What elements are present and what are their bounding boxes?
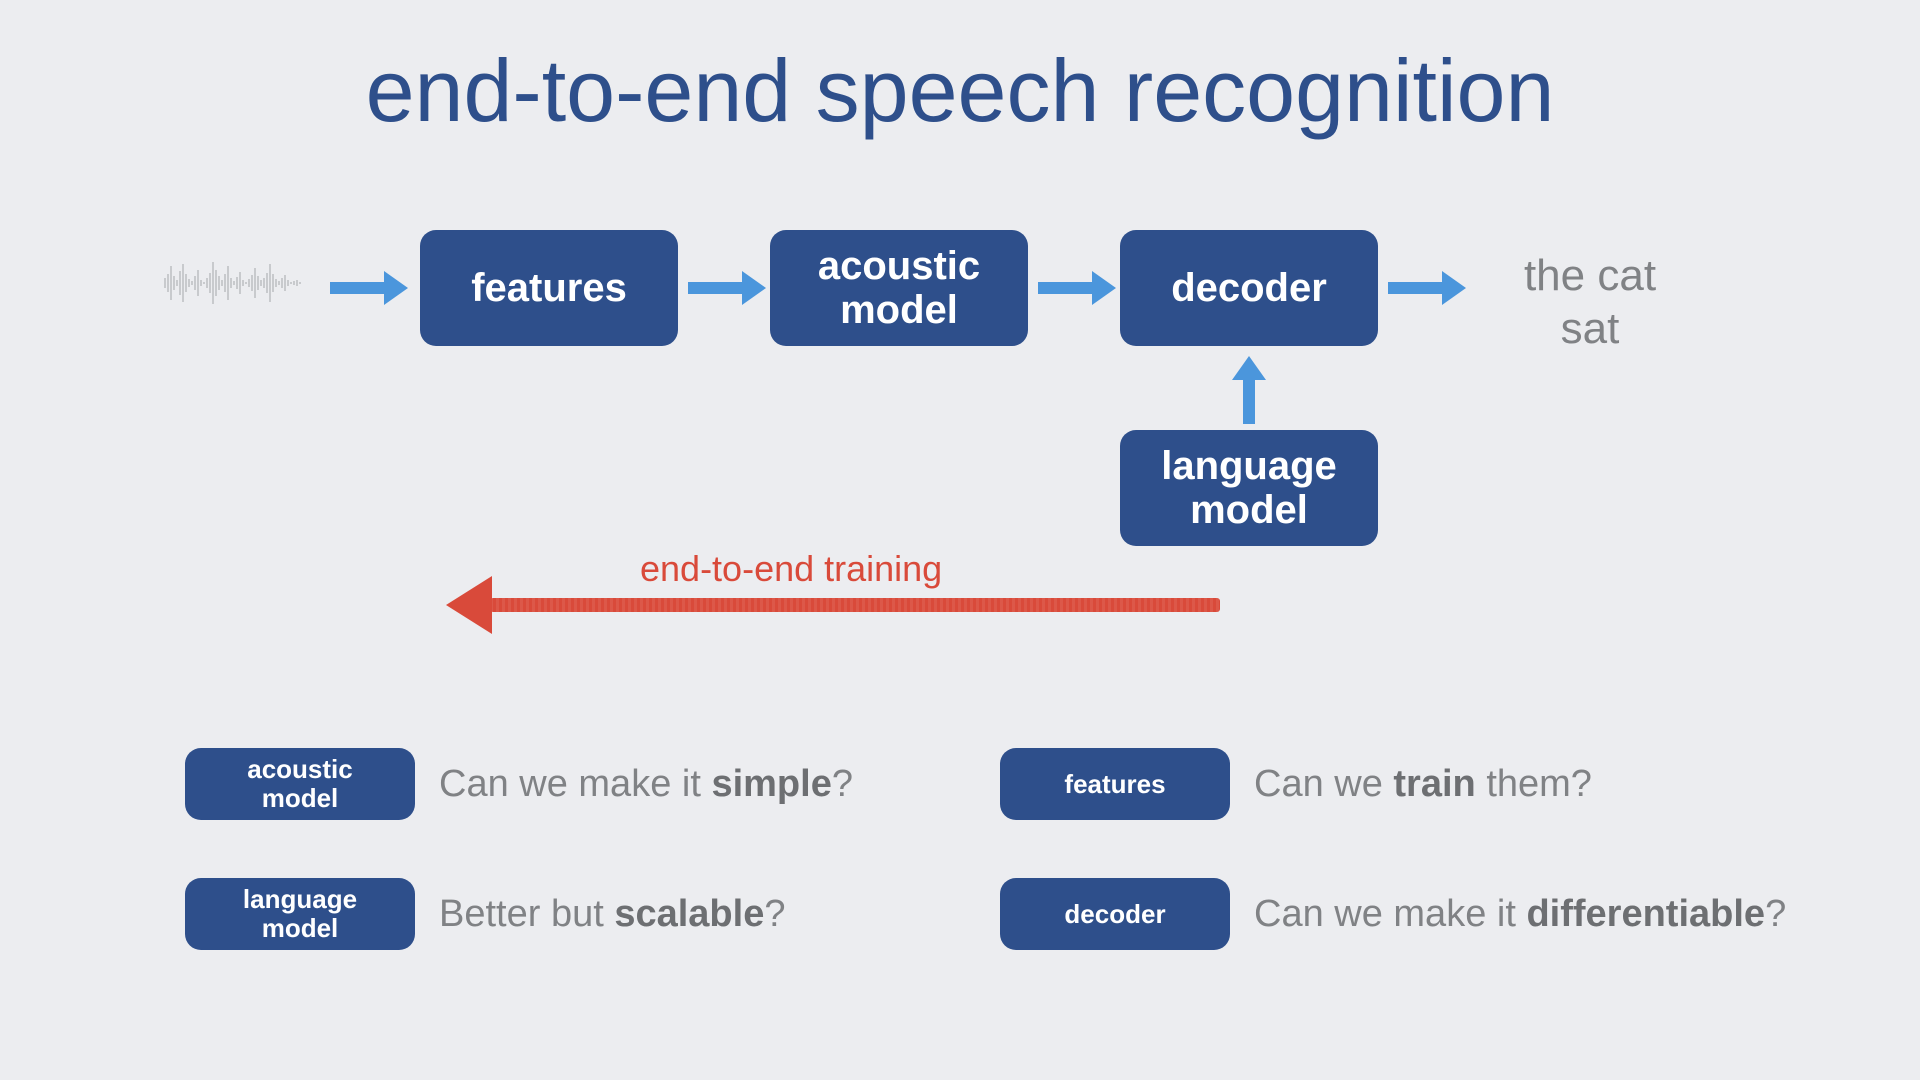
node-label: acoustic model <box>818 244 980 332</box>
qnode-features: features <box>1000 748 1230 820</box>
node-label: acoustic model <box>247 755 353 812</box>
output-text: the cat sat <box>1470 250 1710 356</box>
arrow-wave-to-features <box>330 282 386 294</box>
question-row-acoustic: acoustic model Can we make it simple? <box>185 748 853 820</box>
output-line-2: sat <box>1470 303 1710 356</box>
node-acoustic-model: acoustic model <box>770 230 1028 346</box>
output-line-1: the cat <box>1470 250 1710 303</box>
question-row-decoder: decoder Can we make it differentiable? <box>1000 878 1786 950</box>
node-language-model: language model <box>1120 430 1378 546</box>
qnode-acoustic-model: acoustic model <box>185 748 415 820</box>
arrow-lm-to-decoder <box>1243 378 1255 424</box>
question-row-features: features Can we train them? <box>1000 748 1592 820</box>
node-label: features <box>471 266 627 310</box>
waveform-icon <box>160 256 310 310</box>
node-label: decoder <box>1064 900 1165 929</box>
node-features: features <box>420 230 678 346</box>
node-decoder: decoder <box>1120 230 1378 346</box>
arrow-decoder-to-output <box>1388 282 1444 294</box>
training-arrow-label: end-to-end training <box>640 548 942 590</box>
qnode-language-model: language model <box>185 878 415 950</box>
arrow-acoustic-to-decoder <box>1038 282 1094 294</box>
question-text: Can we make it simple? <box>439 763 853 806</box>
question-text: Better but scalable? <box>439 893 785 936</box>
slide-title: end-to-end speech recognition <box>0 40 1920 142</box>
question-row-language: language model Better but scalable? <box>185 878 785 950</box>
arrow-features-to-acoustic <box>688 282 744 294</box>
node-label: decoder <box>1171 266 1327 310</box>
node-label: language model <box>243 885 357 942</box>
node-label: features <box>1064 770 1165 799</box>
question-text: Can we make it differentiable? <box>1254 893 1786 936</box>
training-arrow <box>490 598 1220 612</box>
question-text: Can we train them? <box>1254 763 1592 806</box>
node-label: language model <box>1161 444 1337 532</box>
qnode-decoder: decoder <box>1000 878 1230 950</box>
